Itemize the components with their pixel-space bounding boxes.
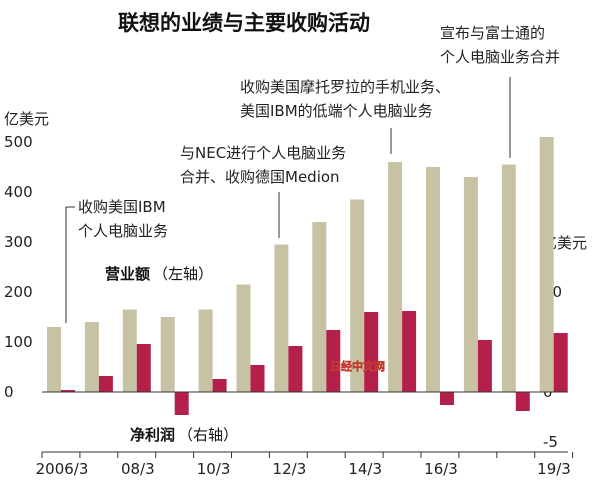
revenue-bar (236, 284, 251, 392)
revenue-bar (388, 162, 403, 392)
revenue-bar (47, 327, 61, 392)
net-profit-bar (364, 312, 379, 392)
left-tick-label: 0 (4, 383, 14, 401)
revenue-bar (198, 309, 213, 392)
net-profit-bar (174, 392, 189, 415)
net-profit-bar (515, 392, 530, 411)
annotation-text: 与NEC进行个人电脑业务 (180, 144, 346, 162)
net-profit-bar (250, 365, 265, 392)
revenue-series-label: 营业额 (105, 265, 150, 283)
net-profit-bar (61, 390, 75, 392)
revenue-bar (160, 317, 175, 392)
net-profit-bar (440, 392, 454, 405)
watermark: 日经中文网 (330, 359, 385, 373)
left-tick-label: 200 (4, 283, 33, 301)
x-tick-label: 2006/3 (36, 460, 89, 478)
left-tick-label: 300 (4, 233, 33, 251)
net-profit-bar (98, 376, 113, 392)
left-tick-label: 400 (4, 183, 33, 201)
x-tick-label: 14/3 (348, 460, 382, 478)
x-tick-label: 10/3 (197, 460, 231, 478)
left-tick-label: 100 (4, 333, 33, 351)
annotation-text: 收购美国摩托罗拉的手机业务、 (240, 78, 450, 96)
annotation-text: 个人电脑业务合并 (440, 48, 560, 66)
revenue-bar (84, 322, 99, 392)
x-tick-label: 08/3 (121, 460, 155, 478)
left-axis-unit: 亿美元 (4, 110, 49, 128)
revenue-bar (274, 244, 289, 392)
net-profit-bar (477, 340, 492, 392)
revenue-bar (350, 199, 365, 392)
net-profit-bar (136, 344, 151, 392)
revenue-bar (539, 137, 554, 392)
annotation-leader (65, 206, 75, 323)
net-profit-bar (402, 311, 417, 392)
x-tick-label: 12/3 (273, 460, 307, 478)
annotation-text: 个人电脑业务 (78, 222, 168, 240)
left-tick-label: 500 (4, 133, 33, 151)
annotation-text: 收购美国IBM (78, 198, 166, 216)
annotation-text: 美国IBM的低端个人电脑业务 (240, 102, 433, 120)
net-profit-bar (326, 330, 341, 392)
revenue-bar (122, 309, 137, 392)
annotation-text: 合并、收购德国Medion (180, 168, 340, 186)
x-tick-label: 19/3 (537, 460, 571, 478)
net-profit-axis-note: （右轴） (178, 426, 238, 444)
revenue-bar (501, 164, 516, 392)
revenue-bar (426, 167, 440, 392)
net-profit-series-label: 净利润 (130, 426, 175, 444)
revenue-bar (463, 177, 478, 392)
annotation-text: 宣布与富士通的 (440, 24, 545, 42)
net-profit-bar (288, 346, 303, 392)
net-profit-bar (553, 333, 568, 392)
chart-title: 联想的业绩与主要收购活动 (118, 11, 370, 35)
revenue-axis-note: （左轴） (153, 265, 213, 283)
x-tick-label: 16/3 (424, 460, 458, 478)
revenue-bar (312, 222, 327, 392)
net-profit-bar (212, 379, 227, 392)
right-tick-label: -5 (543, 433, 558, 451)
